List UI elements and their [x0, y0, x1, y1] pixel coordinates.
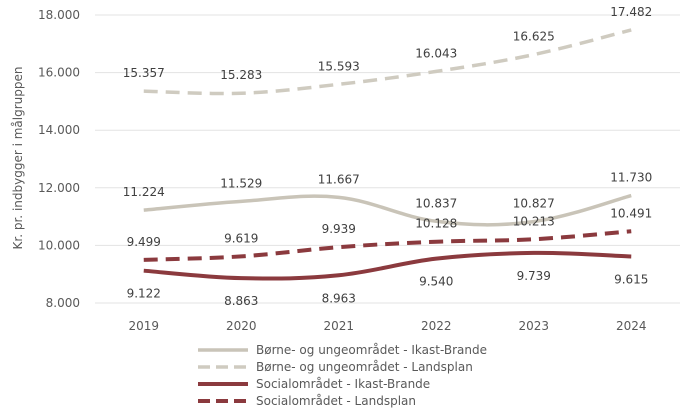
legend: Børne- og ungeområdet - Ikast-Brande Børn… [198, 343, 487, 408]
data-label: 16.043 [415, 46, 457, 60]
data-label: 15.357 [123, 66, 165, 80]
x-tick-label: 2021 [323, 319, 354, 333]
legend-entry-3: Socialområdet - Ikast-Brande [256, 377, 430, 391]
series-line-3 [143, 250, 632, 281]
series-lines [143, 28, 632, 281]
y-tick-label: 8.000 [46, 296, 80, 310]
data-label: 9.499 [127, 235, 161, 249]
data-label: 10.128 [415, 217, 457, 231]
x-tick-label: 2019 [128, 319, 159, 333]
data-label: 10.837 [415, 196, 457, 210]
data-label: 17.482 [610, 5, 652, 19]
y-tick-label: 18.000 [38, 8, 80, 22]
x-axis-ticks: 2019 2020 2021 2022 2023 2024 [128, 319, 646, 333]
x-tick-label: 2022 [421, 319, 452, 333]
x-tick-label: 2023 [518, 319, 549, 333]
y-tick-label: 12.000 [38, 181, 80, 195]
data-label: 16.625 [513, 30, 555, 44]
legend-entry-1: Børne- og ungeområdet - Ikast-Brande [256, 343, 487, 357]
x-tick-label: 2024 [616, 319, 647, 333]
y-axis-ticks: 8.000 10.000 12.000 14.000 16.000 18.000 [38, 8, 80, 310]
data-label: 8.963 [322, 291, 356, 305]
data-label: 10.827 [513, 197, 555, 211]
data-label: 11.224 [123, 185, 165, 199]
data-label: 10.491 [610, 206, 652, 220]
legend-entry-2: Børne- og ungeområdet - Landsplan [256, 360, 473, 374]
series-line-1 [143, 193, 632, 227]
data-label: 11.529 [220, 176, 262, 190]
y-tick-label: 14.000 [38, 123, 80, 137]
x-tick-label: 2020 [226, 319, 257, 333]
data-label: 9.540 [419, 275, 453, 289]
gridlines [95, 14, 680, 304]
data-label: 15.593 [318, 59, 360, 73]
legend-entry-4: Socialområdet - Landsplan [256, 394, 416, 408]
data-label: 9.615 [614, 272, 648, 286]
data-label: 10.213 [513, 214, 555, 228]
data-label: 11.667 [318, 172, 360, 186]
series-line-4 [143, 229, 632, 262]
y-tick-label: 16.000 [38, 66, 80, 80]
data-label: 11.730 [610, 171, 652, 185]
data-label: 8.863 [224, 294, 258, 308]
data-labels: 11.224 11.529 11.667 10.837 10.827 11.730 15.3… [123, 5, 653, 308]
data-label: 9.939 [322, 222, 356, 236]
data-label: 15.283 [220, 68, 262, 82]
series-line-2 [143, 28, 632, 96]
data-label: 9.739 [517, 269, 551, 283]
data-label: 9.619 [224, 231, 258, 245]
y-tick-label: 10.000 [38, 238, 80, 252]
data-label: 9.122 [127, 287, 161, 301]
y-axis-label: Kr. pr. indbygger i målgruppen [11, 67, 25, 250]
